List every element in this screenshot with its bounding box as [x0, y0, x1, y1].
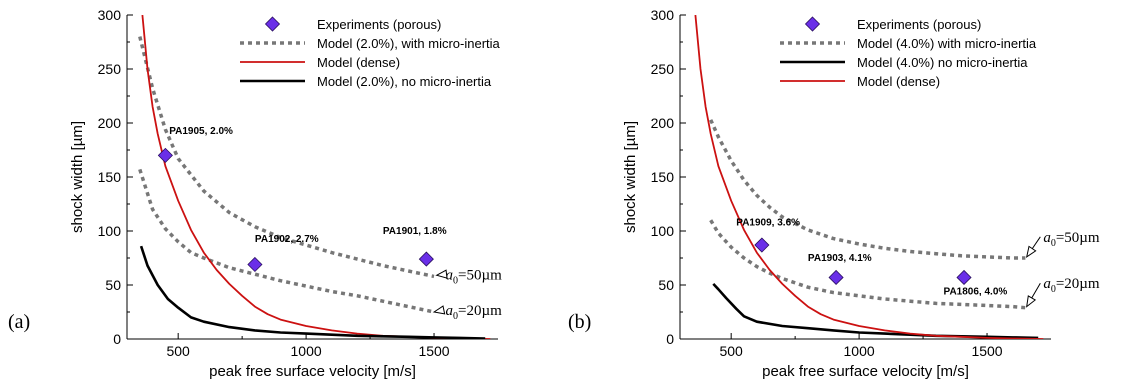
a0-arrow-head: [435, 269, 448, 279]
experiment-point: [418, 251, 434, 267]
legend-marker: [264, 16, 281, 32]
x-axis-label: peak free surface velocity [m/s]: [762, 363, 969, 380]
x-axis-label: peak free surface velocity [m/s]: [209, 363, 416, 380]
series-line-4: [139, 245, 486, 339]
experiment-point: [754, 237, 770, 253]
y-tick-label: 200: [98, 115, 122, 131]
sample-annotation: PA1902, 2.7%: [255, 234, 319, 245]
x-tick-label: 1000: [844, 343, 875, 359]
a0-arrow-head: [1026, 295, 1037, 308]
y-tick-label: 0: [113, 331, 121, 347]
x-tick-label: 1500: [418, 343, 449, 359]
y-tick-label: 150: [98, 169, 122, 185]
y-tick-label: 0: [666, 331, 674, 347]
a0-label: a0=20µm: [446, 303, 503, 322]
series-line-1: [709, 119, 1026, 260]
x-tick-label: 500: [719, 343, 743, 359]
x-tick-label: 1000: [291, 343, 322, 359]
legend-marker: [804, 16, 821, 32]
experiment-point: [247, 256, 263, 273]
y-tick-label: 50: [105, 277, 121, 293]
legend-label: Experiments (porous): [857, 17, 981, 32]
y-tick-label: 100: [651, 223, 675, 239]
a0-arrow-head: [432, 305, 446, 315]
series-line-1: [138, 36, 435, 279]
a0-label: a0=50µm: [446, 268, 503, 287]
legend-label: Model (dense): [857, 74, 940, 89]
experiment-point: [828, 269, 844, 286]
y-tick-label: 300: [651, 7, 675, 23]
legend-label: Experiments (porous): [317, 17, 441, 32]
sample-annotation: PA1806, 4.0%: [944, 287, 1008, 298]
data-layer: [694, 15, 1044, 339]
y-axis-label: shock width [µm]: [69, 121, 86, 233]
x-tick-label: 500: [166, 343, 190, 359]
data-layer: [138, 15, 491, 339]
sample-annotation: PA1903, 4.1%: [808, 253, 872, 264]
y-tick-label: 250: [651, 61, 675, 77]
series-line-2: [709, 219, 1026, 310]
y-tick-label: 100: [98, 223, 122, 239]
legend-label: Model (dense): [317, 55, 400, 70]
panel-label: (a): [8, 311, 30, 333]
experiment-point: [956, 269, 972, 286]
a0-arrow-shaft: [1031, 282, 1041, 299]
legend-label: Model (2.0%), with micro-inertia: [317, 36, 501, 51]
legend-label: Model (2.0%), no micro-inertia: [317, 74, 492, 89]
sample-annotation: PA1909, 3.6%: [736, 218, 800, 229]
a0-label: a0=50µm: [1043, 230, 1100, 249]
sample-annotation: PA1901, 1.8%: [383, 226, 447, 237]
y-tick-label: 300: [98, 7, 122, 23]
a0-label: a0=20µm: [1043, 276, 1100, 295]
y-tick-label: 50: [658, 277, 674, 293]
sample-annotation: PA1905, 2.0%: [169, 126, 233, 137]
a0-arrow-head: [1025, 245, 1037, 259]
y-tick-label: 250: [98, 61, 122, 77]
panel-label: (b): [568, 311, 591, 333]
x-tick-label: 1500: [971, 343, 1002, 359]
y-tick-label: 200: [651, 115, 675, 131]
legend-label: Model (4.0%) with micro-inertia: [857, 36, 1037, 51]
y-tick-label: 150: [651, 169, 675, 185]
series-line-2: [138, 168, 435, 314]
legend-label: Model (4.0%) no micro-inertia: [857, 55, 1028, 70]
experiment-point: [157, 147, 173, 163]
a0-arrow-shaft: [1031, 236, 1041, 249]
series-line-4: [694, 15, 1044, 339]
y-axis-label: shock width [µm]: [622, 121, 639, 233]
